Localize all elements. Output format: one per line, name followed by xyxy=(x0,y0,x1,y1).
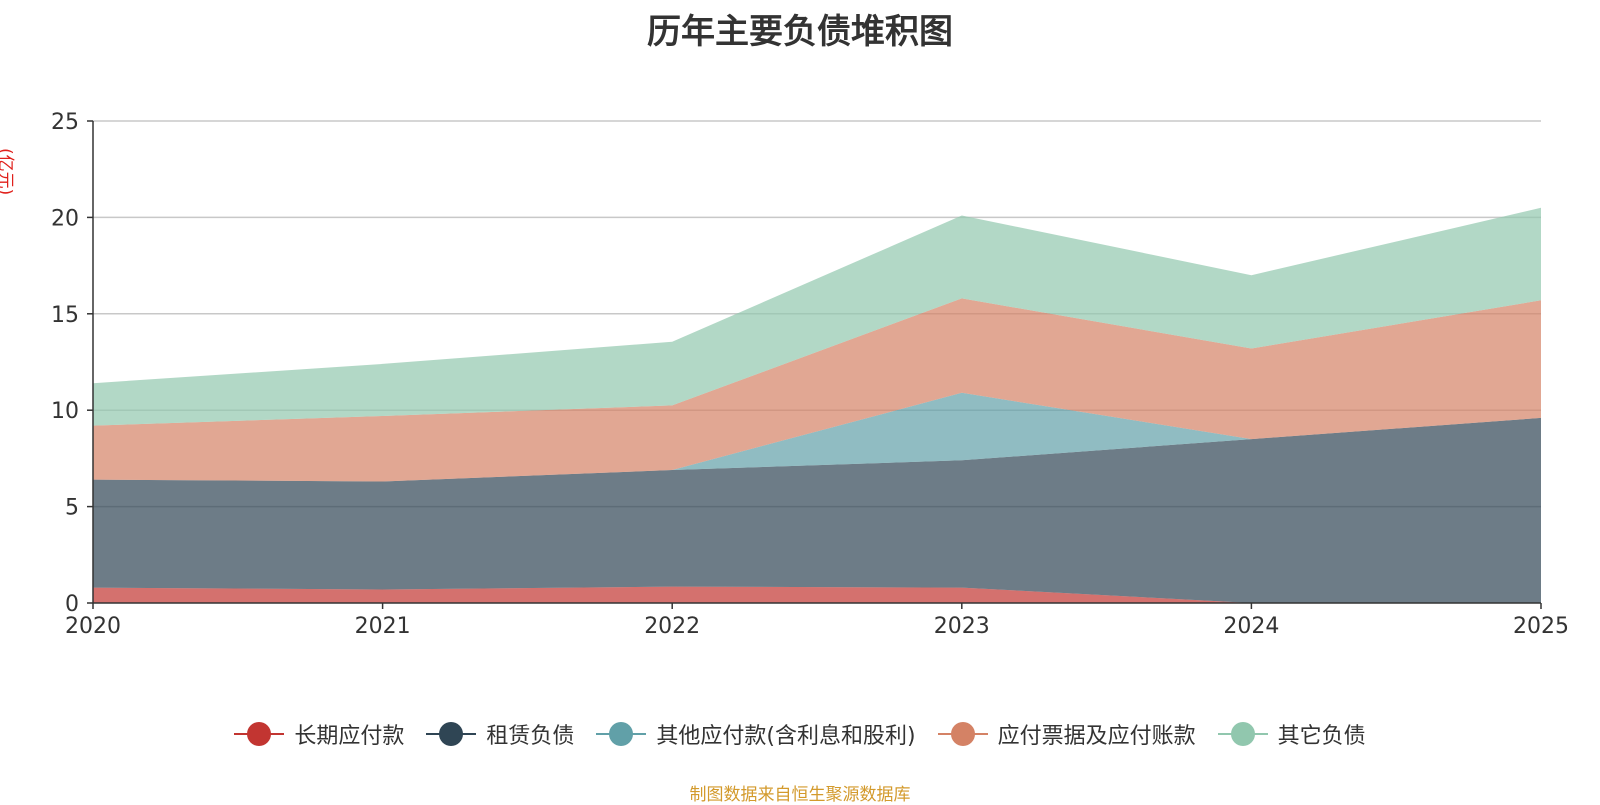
y-tick-label-10: 10 xyxy=(51,399,79,424)
area-series-1 xyxy=(93,417,1541,603)
x-tick-label-2023: 2023 xyxy=(934,614,990,639)
area-series-3 xyxy=(93,298,1541,482)
legend-item-0[interactable]: 长期应付款 xyxy=(234,718,404,750)
x-tick-label-2022: 2022 xyxy=(644,614,700,639)
legend-label: 其他应付款(含利息和股利) xyxy=(656,724,916,749)
legend-label: 应付票据及应付账款 xyxy=(997,724,1196,749)
area-series xyxy=(93,207,1541,603)
y-tick-label-5: 5 xyxy=(65,496,79,521)
legend-marker-icon xyxy=(596,722,647,746)
area-series-0 xyxy=(93,586,1541,603)
y-tick-label-20: 20 xyxy=(51,206,79,231)
x-tick-label-2020: 2020 xyxy=(65,614,121,639)
legend-item-3[interactable]: 应付票据及应付账款 xyxy=(937,718,1196,750)
legend-label: 租赁负债 xyxy=(486,724,575,749)
legend-marker-icon xyxy=(234,722,285,746)
x-tick-label-2025: 2025 xyxy=(1513,614,1569,639)
legend-marker-icon xyxy=(1217,722,1268,746)
x-tick-label-2024: 2024 xyxy=(1223,614,1279,639)
y-tick-label-15: 15 xyxy=(51,303,79,328)
legend: 长期应付款 租赁负债 其他应付款(含利息和股利) 应付票据及应付账款 其它负债 xyxy=(0,718,1600,750)
chart-title: 历年主要负债堆积图 xyxy=(647,12,953,52)
legend-item-4[interactable]: 其它负债 xyxy=(1217,718,1366,750)
legend-item-2[interactable]: 其他应付款(含利息和股利) xyxy=(596,718,916,750)
y-tick-label-25: 25 xyxy=(51,110,79,135)
area-series-2 xyxy=(93,392,1541,482)
x-tick-label-2021: 2021 xyxy=(355,614,411,639)
legend-marker-icon xyxy=(426,722,477,746)
legend-label: 长期应付款 xyxy=(294,724,405,749)
area-series-4 xyxy=(93,207,1541,426)
legend-marker-icon xyxy=(937,722,988,746)
legend-label: 其它负债 xyxy=(1277,724,1366,749)
y-tick-label-0: 0 xyxy=(65,592,79,617)
legend-item-1[interactable]: 租赁负债 xyxy=(426,718,574,750)
data-source-note: 制图数据来自恒生聚源数据库 xyxy=(689,785,911,805)
